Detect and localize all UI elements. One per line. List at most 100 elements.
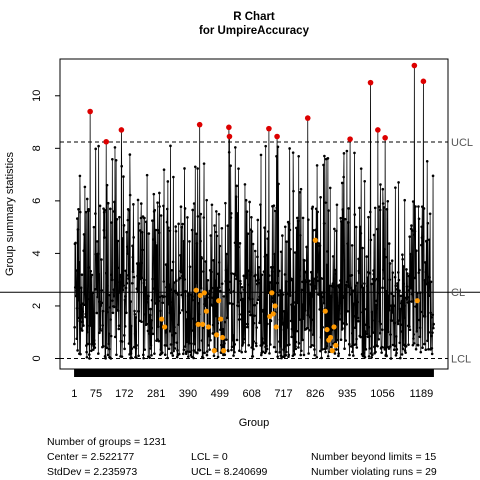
data-point — [102, 228, 106, 232]
beyond-limit-point — [87, 108, 93, 115]
data-point — [84, 210, 88, 214]
data-point — [345, 283, 348, 287]
data-point — [374, 307, 378, 311]
data-point — [223, 320, 227, 324]
data-point — [315, 355, 319, 359]
data-point — [319, 335, 323, 339]
data-point — [400, 330, 404, 333]
data-point — [75, 337, 79, 341]
data-point — [354, 225, 358, 229]
data-point — [202, 270, 205, 273]
data-point — [234, 195, 238, 199]
data-point — [238, 349, 241, 353]
data-point — [231, 334, 235, 337]
data-point — [157, 231, 161, 235]
data-point — [173, 325, 176, 329]
data-point — [110, 221, 114, 224]
data-point — [373, 206, 377, 210]
data-point — [420, 243, 423, 247]
data-point — [346, 309, 350, 313]
data-point — [125, 230, 128, 234]
data-point — [216, 286, 219, 290]
data-point — [121, 237, 124, 240]
data-point — [202, 216, 206, 219]
data-point — [230, 272, 234, 275]
data-point — [247, 269, 250, 272]
data-point — [322, 222, 326, 225]
data-point — [132, 203, 135, 206]
violating-run-point — [331, 324, 337, 330]
violating-run-point — [203, 308, 209, 314]
data-point — [292, 349, 296, 353]
data-point — [133, 332, 137, 336]
violating-run-point — [219, 334, 226, 341]
data-point — [424, 261, 427, 264]
data-point — [305, 269, 309, 273]
data-point — [281, 234, 284, 237]
stat-beyond-limits: Number beyond limits = 15 — [311, 451, 436, 463]
violating-run-point — [199, 321, 206, 327]
data-point — [172, 175, 175, 179]
data-point — [336, 304, 340, 308]
data-point — [83, 185, 87, 189]
data-point — [237, 304, 241, 308]
y-tick-label: 10 — [31, 90, 43, 102]
data-point — [188, 265, 192, 269]
data-point — [109, 334, 113, 338]
data-point — [319, 349, 322, 353]
data-point — [179, 270, 183, 274]
y-tick-label: 4 — [31, 250, 43, 256]
data-point — [167, 226, 170, 230]
data-point — [385, 354, 388, 358]
data-point — [98, 331, 101, 335]
data-point — [218, 286, 221, 289]
data-point — [148, 313, 152, 317]
data-point — [103, 236, 106, 239]
violating-run-point — [216, 298, 222, 304]
data-point — [237, 167, 240, 170]
data-point — [378, 320, 381, 323]
data-point — [334, 272, 338, 276]
data-point — [146, 297, 149, 300]
data-point — [249, 313, 252, 317]
data-point — [307, 279, 311, 283]
data-point — [349, 286, 352, 290]
data-point — [411, 343, 415, 347]
data-point — [286, 326, 289, 329]
data-point — [79, 327, 83, 330]
data-point — [428, 275, 431, 279]
beyond-limit-point — [304, 115, 311, 121]
violating-run-point — [327, 334, 334, 341]
data-point — [259, 203, 262, 206]
data-point — [181, 222, 185, 226]
data-point — [121, 279, 125, 283]
data-point — [285, 343, 289, 347]
data-point — [427, 331, 430, 334]
data-point — [314, 207, 318, 211]
data-point — [230, 348, 233, 352]
data-point — [102, 210, 106, 214]
data-point — [138, 262, 141, 265]
data-point — [369, 238, 373, 242]
data-point — [246, 232, 250, 236]
beyond-limit-point — [382, 135, 388, 141]
data-point — [124, 269, 128, 273]
data-point — [113, 305, 116, 309]
data-point — [430, 346, 434, 350]
data-point — [192, 349, 196, 352]
data-point — [196, 351, 199, 355]
data-point — [287, 222, 291, 225]
data-point — [214, 279, 217, 282]
data-point — [83, 303, 86, 307]
data-point — [152, 192, 156, 196]
data-point — [273, 284, 277, 288]
data-point — [364, 348, 368, 351]
data-point — [116, 266, 120, 270]
data-point — [144, 286, 147, 289]
data-point — [316, 270, 319, 274]
data-point — [388, 278, 392, 281]
data-point — [195, 232, 198, 236]
x-tick-label: 499 — [211, 388, 229, 400]
data-point — [168, 283, 171, 287]
data-point — [128, 193, 132, 197]
